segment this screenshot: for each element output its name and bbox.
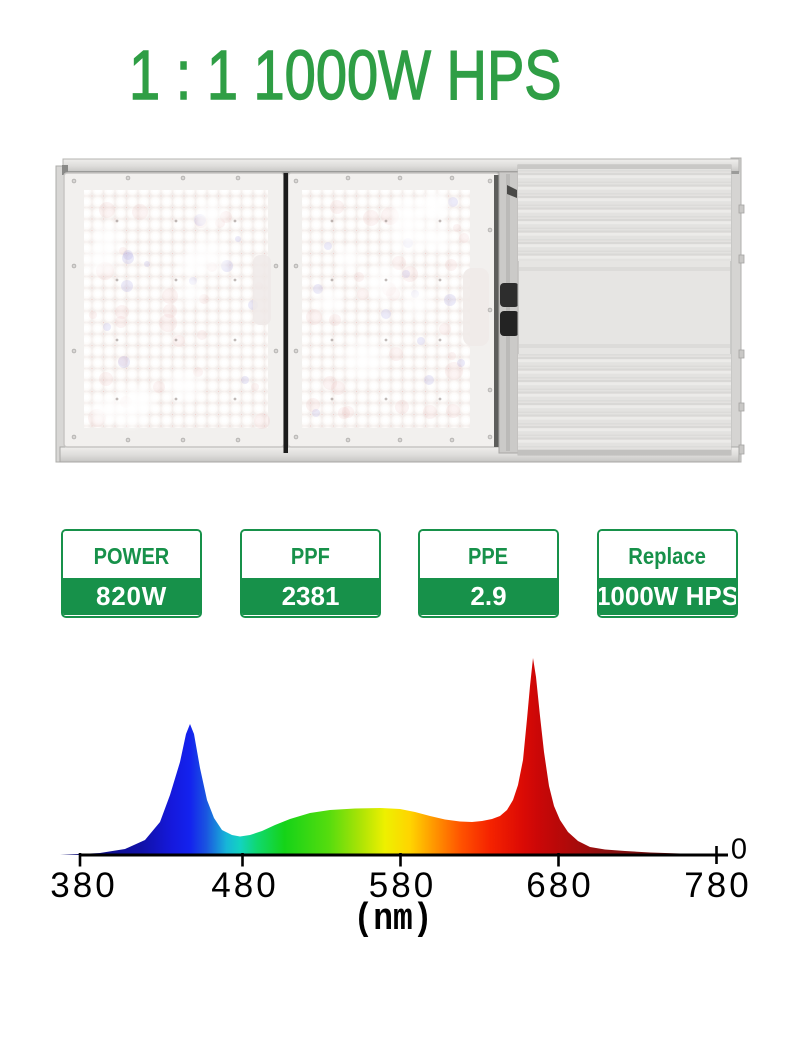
svg-text:480: 480 [211, 866, 278, 905]
svg-text:780: 780 [684, 866, 751, 905]
svg-text:(nm): (nm) [354, 898, 433, 941]
svg-text:580: 580 [369, 866, 436, 905]
svg-text:380: 380 [50, 866, 117, 905]
svg-text:680: 680 [526, 866, 593, 905]
svg-text:0: 0 [731, 834, 747, 866]
